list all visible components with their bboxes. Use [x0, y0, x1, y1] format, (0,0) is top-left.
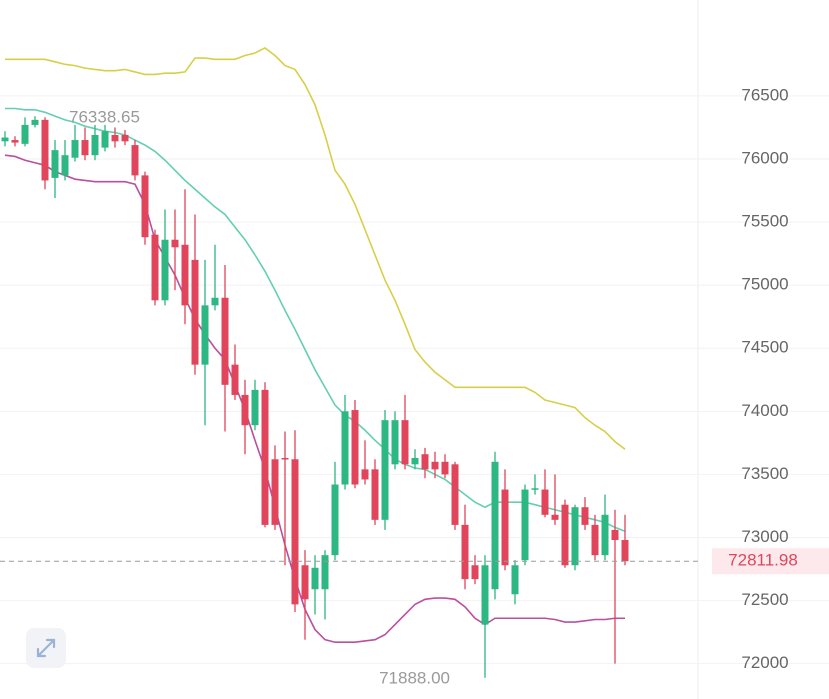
- candle-body: [241, 394, 249, 426]
- candle-body: [331, 484, 339, 556]
- candle-body: [431, 461, 439, 470]
- min-label: 71888.00: [379, 668, 450, 687]
- y-tick-label: 74000: [741, 401, 788, 420]
- y-tick-label: 74500: [741, 338, 788, 357]
- candle-body: [31, 119, 39, 125]
- candle-body: [421, 454, 429, 470]
- candle-body: [461, 524, 469, 580]
- candle-body: [291, 459, 299, 605]
- candle-body: [621, 540, 629, 562]
- candle-body: [581, 507, 589, 525]
- candle-body: [161, 239, 169, 301]
- candle-body: [321, 555, 329, 590]
- candle-body: [1, 137, 9, 142]
- candle-body: [341, 411, 349, 485]
- candle-body: [191, 259, 199, 365]
- candle-body: [381, 420, 389, 520]
- expand-icon[interactable]: [36, 638, 56, 658]
- candle-body: [361, 469, 369, 480]
- y-tick-label: 75000: [741, 275, 788, 294]
- band-line: [4, 154, 625, 644]
- y-tick-label: 72000: [741, 653, 788, 672]
- candle-body: [471, 565, 479, 580]
- candle-body: [441, 461, 449, 475]
- candle-body: [311, 567, 319, 590]
- y-tick-label: 73000: [741, 527, 788, 546]
- y-tick-label: 76000: [741, 148, 788, 167]
- candle-body: [591, 524, 599, 556]
- candle-body: [611, 529, 619, 541]
- last-price-label: 72811.98: [728, 551, 798, 570]
- candle-body: [521, 489, 529, 561]
- candle-body: [41, 119, 49, 181]
- max-label: 76338.65: [69, 108, 140, 127]
- candle-body: [131, 145, 139, 176]
- candle-body: [551, 514, 559, 520]
- candle-body: [301, 565, 309, 600]
- candle-body: [151, 234, 159, 301]
- candle-body: [61, 155, 69, 176]
- candle-body: [211, 297, 219, 306]
- candle-body: [351, 410, 359, 485]
- candle-body: [121, 135, 129, 142]
- candle-body: [491, 461, 499, 590]
- candle-body: [271, 459, 279, 525]
- candle-body: [141, 175, 149, 238]
- expand-button[interactable]: [26, 628, 66, 668]
- band-line: [5, 47, 626, 450]
- candle-body: [281, 458, 289, 460]
- candle-body: [111, 135, 119, 142]
- candle-body: [261, 389, 269, 525]
- candle-body: [561, 504, 569, 566]
- candle-body: [201, 305, 209, 365]
- last-price-box: [712, 548, 829, 575]
- candle-body: [401, 420, 409, 465]
- candle-body: [571, 507, 579, 566]
- candle-body: [391, 420, 399, 465]
- candle-body: [411, 458, 419, 465]
- candle-body: [51, 150, 59, 178]
- candle-body: [511, 565, 519, 595]
- candle-body: [601, 514, 609, 556]
- candle-body: [101, 131, 109, 148]
- y-tick-label: 72500: [741, 590, 788, 609]
- candle-body: [221, 297, 229, 385]
- candle-body: [11, 140, 19, 143]
- candle-body: [171, 239, 179, 248]
- candle-body: [71, 140, 79, 158]
- candle-body: [371, 469, 379, 520]
- candle-body: [541, 489, 549, 515]
- candle-body: [251, 389, 259, 426]
- candle-body: [181, 244, 189, 306]
- candle-body: [81, 140, 89, 156]
- y-tick-label: 75500: [741, 212, 788, 231]
- candle-body: [481, 565, 489, 625]
- candle-body: [21, 124, 29, 144]
- candle-body: [91, 135, 99, 156]
- candle-body: [451, 464, 459, 525]
- y-tick-label: 73500: [741, 464, 788, 483]
- y-tick-label: 76500: [741, 85, 788, 104]
- candle-body: [531, 488, 539, 490]
- candle-body: [501, 489, 509, 566]
- candle-body: [231, 364, 239, 395]
